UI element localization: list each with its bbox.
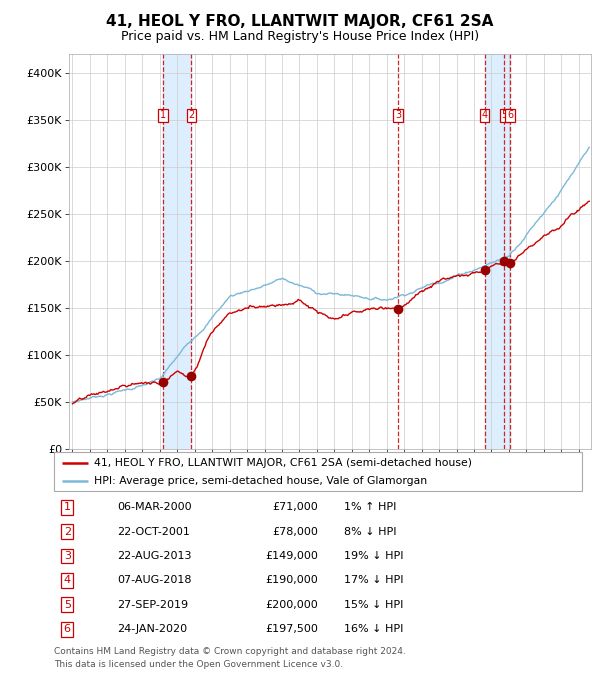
Text: 16% ↓ HPI: 16% ↓ HPI	[344, 624, 404, 634]
Text: 5: 5	[64, 600, 71, 610]
Text: 24-JAN-2020: 24-JAN-2020	[118, 624, 187, 634]
Text: 5: 5	[501, 110, 508, 120]
FancyBboxPatch shape	[54, 452, 582, 491]
Text: 19% ↓ HPI: 19% ↓ HPI	[344, 551, 404, 561]
Text: Price paid vs. HM Land Registry's House Price Index (HPI): Price paid vs. HM Land Registry's House …	[121, 30, 479, 43]
Text: 6: 6	[64, 624, 71, 634]
Text: 1% ↑ HPI: 1% ↑ HPI	[344, 503, 397, 512]
Text: 1: 1	[160, 110, 166, 120]
Text: £197,500: £197,500	[265, 624, 318, 634]
Text: 27-SEP-2019: 27-SEP-2019	[118, 600, 188, 610]
Text: 41, HEOL Y FRO, LLANTWIT MAJOR, CF61 2SA (semi-detached house): 41, HEOL Y FRO, LLANTWIT MAJOR, CF61 2SA…	[94, 458, 472, 468]
Text: Contains HM Land Registry data © Crown copyright and database right 2024.: Contains HM Land Registry data © Crown c…	[54, 647, 406, 656]
Text: £71,000: £71,000	[272, 503, 318, 512]
Text: 41, HEOL Y FRO, LLANTWIT MAJOR, CF61 2SA: 41, HEOL Y FRO, LLANTWIT MAJOR, CF61 2SA	[106, 14, 494, 29]
Text: 6: 6	[507, 110, 513, 120]
Text: £149,000: £149,000	[265, 551, 318, 561]
Bar	[485, 54, 510, 449]
Text: 17% ↓ HPI: 17% ↓ HPI	[344, 575, 404, 585]
Text: 3: 3	[64, 551, 71, 561]
Text: 22-AUG-2013: 22-AUG-2013	[118, 551, 192, 561]
Text: £200,000: £200,000	[265, 600, 318, 610]
Text: 1: 1	[64, 503, 71, 512]
Text: 15% ↓ HPI: 15% ↓ HPI	[344, 600, 404, 610]
Text: 22-OCT-2001: 22-OCT-2001	[118, 526, 190, 537]
Text: 8% ↓ HPI: 8% ↓ HPI	[344, 526, 397, 537]
Text: This data is licensed under the Open Government Licence v3.0.: This data is licensed under the Open Gov…	[54, 660, 343, 668]
Text: 06-MAR-2000: 06-MAR-2000	[118, 503, 192, 512]
Text: 4: 4	[64, 575, 71, 585]
Bar	[163, 54, 191, 449]
Text: HPI: Average price, semi-detached house, Vale of Glamorgan: HPI: Average price, semi-detached house,…	[94, 476, 427, 486]
Text: £78,000: £78,000	[272, 526, 318, 537]
Text: 2: 2	[64, 526, 71, 537]
Text: 4: 4	[481, 110, 488, 120]
Text: £190,000: £190,000	[265, 575, 318, 585]
Text: 3: 3	[395, 110, 401, 120]
Text: 2: 2	[188, 110, 194, 120]
Text: 07-AUG-2018: 07-AUG-2018	[118, 575, 192, 585]
